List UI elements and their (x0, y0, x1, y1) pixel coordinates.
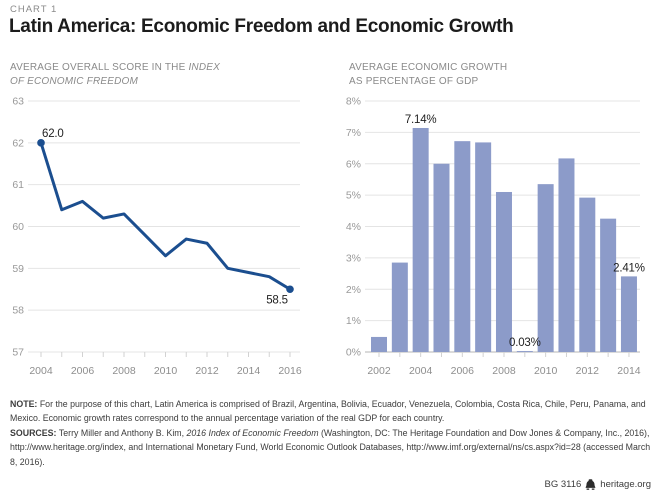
x-axis-label: 2002 (367, 365, 391, 377)
x-axis-label: 2014 (237, 365, 261, 377)
x-axis-label: 2006 (451, 365, 475, 377)
x-axis-label: 2010 (154, 365, 178, 377)
y-axis-label: 63 (12, 96, 24, 108)
y-axis-label: 6% (346, 158, 361, 170)
y-axis-label: 8% (346, 96, 361, 108)
y-axis-label: 7% (346, 127, 361, 139)
x-axis-label: 2016 (278, 365, 302, 377)
endpoint-dot (286, 285, 294, 294)
y-axis-label: 57 (12, 347, 24, 359)
bar-2012 (579, 197, 596, 352)
bar-2002 (371, 336, 387, 352)
bar-2008 (495, 191, 512, 352)
y-axis-label: 62 (12, 137, 24, 149)
value-label: 0.03% (509, 337, 541, 349)
x-axis-label: 2012 (576, 365, 600, 377)
value-label: 58.5 (266, 294, 288, 306)
x-axis-label: 2014 (617, 365, 641, 377)
y-axis-label: 1% (346, 315, 361, 327)
note-text: NOTE: For the purpose of this chart, Lat… (10, 399, 646, 424)
credit-line: BG 3116 heritage.org (545, 479, 652, 490)
y-axis-label: 3% (346, 252, 361, 264)
economic-freedom-line-chart: 57 58 59 60 61 62 63 2004 2006 2008 2010 2012 2014 20… (12, 96, 302, 378)
x-axis-label: 2012 (195, 365, 219, 377)
bar-chart-subtitle: AVERAGE ECONOMIC GROWTH AS PERCENTAGE OF … (349, 62, 508, 87)
bar-2003 (391, 262, 408, 352)
footer-notes: NOTE: For the purpose of this chart, Lat… (10, 397, 658, 469)
sources-text: SOURCES: Terry Miller and Anthony B. Kim… (10, 427, 651, 467)
x-axis-label: 2004 (409, 365, 433, 377)
heritage-url[interactable]: heritage.org (600, 479, 651, 490)
value-label: 2.41% (613, 262, 645, 274)
x-axis-label: 2004 (29, 365, 53, 377)
bar-2010 (537, 184, 554, 352)
line-chart-subtitle: AVERAGE OVERALL SCORE IN THE INDEX OF ECO… (10, 62, 221, 87)
y-axis-label: 5% (346, 190, 361, 202)
x-axis-label: 2008 (492, 365, 516, 377)
y-axis-label: 4% (346, 221, 361, 233)
y-axis-label: 0% (346, 347, 361, 359)
page-title: Latin America: Economic Freedom and Econ… (9, 16, 514, 37)
heritage-bell-icon (585, 479, 596, 490)
bar-2011 (558, 158, 575, 352)
bar-2006 (454, 141, 471, 352)
bar-2009 (516, 351, 533, 353)
bar-2005 (433, 163, 450, 352)
economic-growth-bar-chart: 0% 1% 2% 3% 4% 5% 6% 7% 8% 2002 2004 2006 2008 2010 20… (346, 96, 645, 378)
bar-2013 (600, 218, 617, 352)
y-axis-label: 60 (12, 221, 24, 233)
bar-2014 (620, 276, 637, 352)
value-label: 7.14% (405, 114, 437, 126)
y-axis-label: 59 (12, 263, 24, 275)
endpoint-dot (37, 139, 45, 147)
bar-2004 (412, 127, 429, 352)
chart-kicker: CHART 1 (10, 4, 58, 15)
y-axis-label: 2% (346, 284, 361, 296)
x-axis-label: 2010 (534, 365, 558, 377)
x-axis-label: 2008 (112, 365, 136, 377)
value-label: 62.0 (42, 128, 64, 140)
y-axis-label: 58 (12, 305, 24, 317)
y-axis-label: 61 (12, 179, 24, 191)
trend-line (39, 142, 291, 291)
bg-id: BG 3116 (544, 479, 582, 490)
x-axis-label: 2006 (71, 365, 95, 377)
bar-2007 (475, 142, 492, 352)
